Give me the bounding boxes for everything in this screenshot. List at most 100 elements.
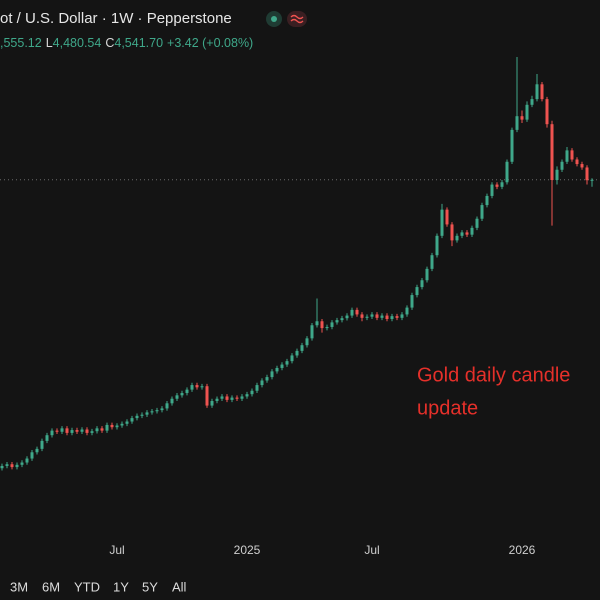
candle-body bbox=[270, 371, 274, 378]
candle-body bbox=[440, 209, 444, 236]
candle-body bbox=[65, 428, 69, 433]
candle-body bbox=[225, 396, 229, 400]
candle-body bbox=[465, 232, 469, 235]
candle-body bbox=[470, 227, 474, 235]
candle-body bbox=[275, 367, 279, 372]
ohlc-change: +3.42 (+0.08%) bbox=[167, 36, 253, 50]
candle-body bbox=[135, 415, 139, 419]
candle-body bbox=[445, 209, 449, 225]
candle-body bbox=[550, 124, 554, 180]
candle-body bbox=[290, 355, 294, 362]
candle-body bbox=[505, 161, 509, 183]
candle-body bbox=[490, 184, 494, 196]
candle-body bbox=[145, 412, 149, 415]
candle-body bbox=[200, 386, 204, 388]
candle-body bbox=[580, 164, 584, 168]
candle-body bbox=[325, 326, 329, 329]
range-button[interactable]: 5Y bbox=[142, 579, 158, 594]
candle-body bbox=[185, 389, 189, 394]
candle-body bbox=[40, 440, 44, 449]
annotation: update bbox=[417, 397, 478, 419]
candle-body bbox=[355, 309, 359, 315]
candle-body bbox=[590, 179, 594, 181]
candle-body bbox=[485, 195, 489, 206]
candle-body bbox=[430, 255, 434, 269]
candle-body bbox=[395, 316, 399, 318]
range-button[interactable]: 3M bbox=[10, 579, 28, 594]
candle-body bbox=[295, 350, 299, 356]
candle-body bbox=[300, 345, 304, 351]
candle-body bbox=[205, 386, 209, 406]
ohlc-value: 4,480.54 bbox=[53, 36, 102, 50]
candle-body bbox=[165, 403, 169, 409]
candle-body bbox=[360, 314, 364, 318]
ohlc-value: 4,541.70 bbox=[114, 36, 163, 50]
ohlc-line: ,555.12 L4,480.54 C4,541.70 +3.42 (+0.08%) bbox=[0, 36, 253, 50]
candle-body bbox=[195, 385, 199, 388]
candle-body bbox=[240, 396, 244, 399]
candle-body bbox=[460, 232, 464, 236]
plot bbox=[0, 56, 600, 471]
candle-body bbox=[315, 321, 319, 326]
candle-body bbox=[345, 315, 349, 319]
candle-body bbox=[310, 325, 314, 339]
ohlc-key: C bbox=[105, 36, 114, 50]
candle-body bbox=[115, 425, 119, 428]
candle-body bbox=[95, 428, 99, 432]
x-tick-label: 2025 bbox=[234, 543, 261, 557]
candle-body bbox=[530, 99, 534, 105]
candle-body bbox=[410, 295, 414, 308]
candle-body bbox=[80, 429, 84, 432]
candle-body bbox=[30, 452, 34, 459]
range-button[interactable]: YTD bbox=[74, 579, 100, 594]
candle-body bbox=[45, 435, 49, 441]
candle-body bbox=[220, 396, 224, 399]
candle-body bbox=[285, 361, 289, 365]
candle-body bbox=[70, 430, 74, 433]
candle-body bbox=[455, 235, 459, 241]
candle-body bbox=[540, 84, 544, 100]
range-button[interactable]: 1Y bbox=[113, 579, 129, 594]
x-tick-label: 2026 bbox=[509, 543, 536, 557]
candle-body bbox=[120, 423, 124, 426]
candle-body bbox=[390, 316, 394, 319]
symbol-title: ot / U.S. Dollar · 1W · Pepperstone bbox=[0, 10, 232, 27]
candle-body bbox=[330, 322, 334, 327]
candle-body bbox=[425, 268, 429, 281]
candle-body bbox=[170, 398, 174, 404]
candle-body bbox=[435, 235, 439, 256]
candle-body bbox=[450, 224, 454, 241]
candle-body bbox=[280, 364, 284, 368]
range-button[interactable]: All bbox=[172, 579, 187, 594]
candle-body bbox=[125, 421, 129, 424]
candle-body bbox=[60, 428, 64, 432]
candle-body bbox=[350, 309, 354, 316]
candle-body bbox=[560, 161, 564, 170]
candle-body bbox=[215, 398, 219, 402]
candle-body bbox=[475, 218, 479, 228]
candle-body bbox=[320, 321, 324, 329]
candle-body bbox=[305, 338, 309, 346]
annotation: Gold daily candle bbox=[417, 364, 570, 386]
candle-body bbox=[180, 393, 184, 396]
candle-body bbox=[210, 401, 214, 406]
candle-body bbox=[10, 464, 14, 468]
compare-icon[interactable] bbox=[287, 11, 307, 27]
candle-body bbox=[15, 464, 19, 468]
candle-body bbox=[480, 205, 484, 219]
range-button[interactable]: 6M bbox=[42, 579, 60, 594]
candle-body bbox=[55, 430, 59, 432]
candle-body bbox=[340, 318, 344, 321]
candle-body bbox=[105, 424, 109, 431]
candle-body bbox=[555, 169, 559, 180]
candle-body bbox=[245, 394, 249, 397]
candle-body bbox=[50, 430, 54, 436]
candle-body bbox=[130, 418, 134, 422]
candle-body bbox=[510, 129, 514, 162]
status-dot bbox=[271, 16, 277, 22]
candle-body bbox=[515, 116, 519, 130]
candle-body bbox=[140, 414, 144, 416]
candle-body bbox=[250, 390, 254, 395]
